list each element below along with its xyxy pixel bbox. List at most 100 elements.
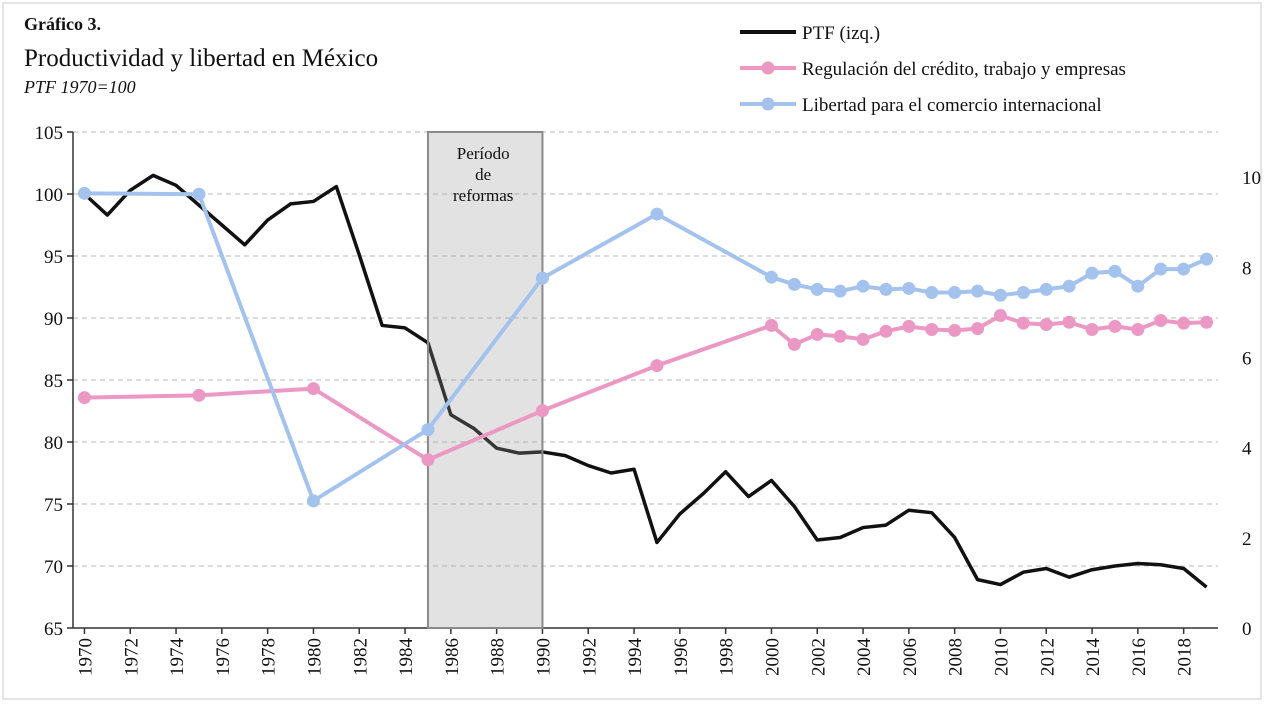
x-tick-label: 2002: [808, 638, 829, 676]
marker: [993, 288, 1007, 302]
marker: [1039, 282, 1053, 296]
marker: [421, 453, 435, 467]
y-tick-label: 65: [44, 619, 63, 640]
marker: [1154, 313, 1168, 327]
chart-note: PTF 1970=100: [23, 77, 136, 97]
marker: [971, 322, 985, 336]
x-tick-label: 2006: [900, 638, 921, 676]
x-tick-label: 1978: [259, 638, 280, 676]
x-tick-label: 1988: [488, 638, 509, 676]
x-tick-label: 1992: [579, 638, 600, 676]
x-tick-label: 2016: [1129, 638, 1150, 676]
marker: [948, 323, 962, 337]
series-line: [83, 173, 1208, 589]
x-tick-label: 2012: [1037, 638, 1058, 676]
marker: [1062, 315, 1076, 329]
legend-label: PTF (izq.): [802, 23, 880, 44]
y2-tick-label: 10: [1242, 168, 1261, 189]
y-tick-label: 105: [35, 123, 64, 144]
x-tick-label: 2018: [1175, 638, 1196, 676]
marker: [925, 286, 939, 300]
marker: [1062, 279, 1076, 293]
marker: [1016, 316, 1030, 330]
x-tick-label: 1982: [350, 638, 371, 676]
marker: [787, 337, 801, 351]
marker: [1039, 318, 1053, 332]
marker: [993, 309, 1007, 323]
marker: [764, 318, 778, 332]
legend-label: Regulación del crédito, trabajo y empres…: [802, 59, 1126, 80]
x-tick-label: 1984: [396, 638, 417, 677]
marker: [192, 187, 206, 201]
x-tick-label: 1980: [304, 638, 325, 676]
chart-title: Gráfico 3.: [24, 14, 101, 34]
y2-tick-label: 8: [1242, 258, 1252, 279]
y2-tick-label: 2: [1242, 529, 1252, 550]
marker: [787, 277, 801, 291]
y-tick-label: 75: [44, 495, 63, 516]
marker: [535, 271, 549, 285]
marker: [1108, 264, 1122, 278]
marker: [902, 319, 916, 333]
marker: [971, 284, 985, 298]
marker: [833, 284, 847, 298]
marker: [810, 327, 824, 341]
y2-tick-label: 4: [1242, 439, 1252, 460]
marker: [925, 322, 939, 336]
marker: [1131, 322, 1145, 336]
y-tick-label: 85: [44, 371, 63, 392]
marker: [902, 281, 916, 295]
y2-tick-label: 6: [1242, 348, 1252, 369]
y-tick-label: 90: [44, 309, 63, 330]
marker: [879, 324, 893, 338]
x-tick-label: 1998: [717, 638, 738, 676]
x-tick-label: 1972: [121, 638, 142, 676]
x-tick-label: 2014: [1083, 638, 1104, 677]
series-line: [84, 191, 1208, 503]
y-tick-label: 70: [44, 557, 63, 578]
x-tick-label: 2008: [946, 638, 967, 676]
marker: [1108, 319, 1122, 333]
marker: [948, 286, 962, 300]
x-tick-label: 1974: [167, 638, 188, 677]
marker: [535, 404, 549, 418]
x-tick-label: 2004: [854, 638, 875, 677]
x-tick-label: 2010: [991, 638, 1012, 676]
annotation: reformas: [453, 186, 513, 205]
marker: [421, 423, 435, 437]
marker: [1154, 262, 1168, 276]
x-tick-label: 1990: [533, 638, 554, 676]
legend-label: Libertad para el comercio internacional: [802, 95, 1102, 116]
marker: [833, 329, 847, 343]
marker: [1200, 315, 1214, 329]
legend-marker: [761, 97, 775, 111]
marker: [856, 332, 870, 346]
marker: [1131, 279, 1145, 293]
marker: [764, 270, 778, 284]
y2-tick-label: 0: [1242, 619, 1252, 640]
marker: [77, 391, 91, 405]
x-tick-label: 1986: [442, 638, 463, 676]
legend-marker: [761, 61, 775, 75]
marker: [810, 282, 824, 296]
annotation: de: [475, 165, 491, 184]
marker: [856, 279, 870, 293]
y-tick-label: 95: [44, 247, 63, 268]
marker: [1085, 266, 1099, 280]
x-tick-label: 1970: [75, 638, 96, 676]
marker: [650, 359, 664, 373]
x-tick-label: 2000: [762, 638, 783, 676]
chart-subtitle: Productividad y libertad en México: [24, 45, 378, 72]
x-tick-label: 1994: [625, 638, 646, 677]
y-tick-label: 100: [35, 185, 64, 206]
marker: [650, 207, 664, 221]
marker: [1200, 252, 1214, 266]
marker: [1177, 316, 1191, 330]
marker: [1016, 286, 1030, 300]
x-tick-label: 1976: [213, 638, 234, 676]
y-tick-label: 80: [44, 433, 63, 454]
marker: [192, 388, 206, 402]
annotation: Período: [457, 144, 510, 163]
